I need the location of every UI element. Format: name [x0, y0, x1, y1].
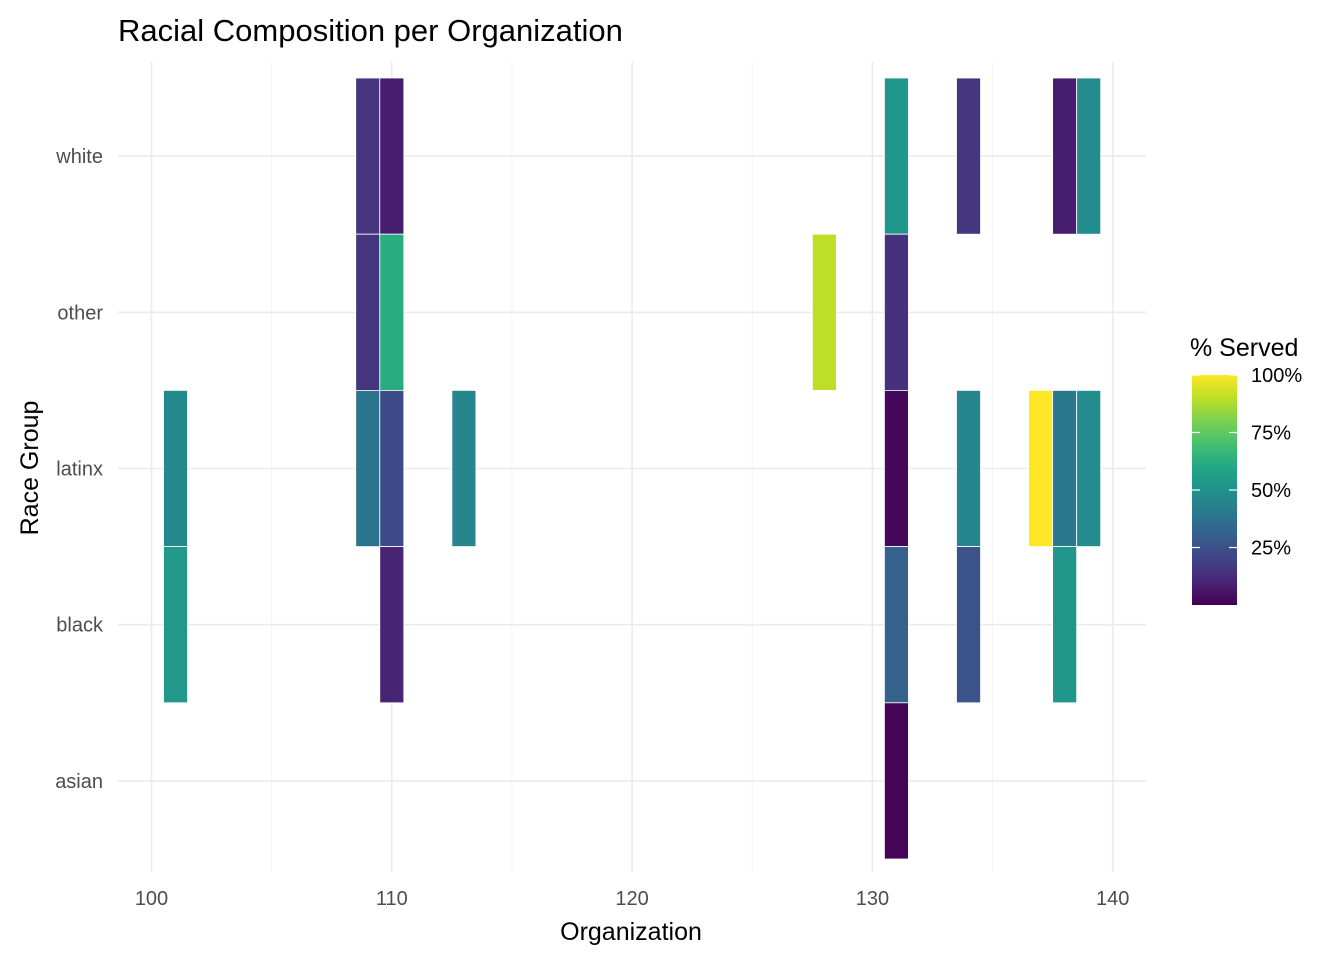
legend-label: 50% — [1251, 480, 1291, 502]
legend-title: % Served — [1190, 334, 1298, 362]
grid-layer — [118, 62, 1146, 872]
heatmap-tile — [379, 389, 405, 547]
legend-label: 25% — [1251, 538, 1291, 560]
heatmap-tile — [355, 389, 381, 547]
heatmap-tile — [163, 389, 188, 547]
heatmap-tile — [956, 77, 981, 235]
x-tick-label: 120 — [615, 888, 648, 910]
legend: % Served 25% 50% 75% 100% — [1190, 334, 1302, 605]
y-tick-label: other — [57, 302, 103, 324]
y-axis-title: Race Group — [16, 401, 44, 536]
x-tick-label: 110 — [376, 888, 408, 910]
x-tick-label: 140 — [1096, 888, 1129, 910]
heatmap-tile — [163, 546, 188, 704]
heatmap-tile — [811, 233, 837, 391]
heatmap-tile — [884, 77, 909, 235]
heatmap-tile — [1028, 389, 1054, 547]
heatmap-tile — [1052, 77, 1078, 235]
y-axis-ticks: asian black latinx other white — [55, 146, 104, 793]
heatmap-tile — [884, 702, 909, 860]
x-axis-ticks: 100 110 120 130 140 — [135, 888, 1130, 910]
heatmap-tile — [884, 389, 909, 547]
chart-title: Racial Composition per Organization — [118, 13, 623, 48]
heatmap-tile — [956, 546, 981, 704]
heatmap-tile — [1052, 546, 1078, 704]
x-axis-title: Organization — [560, 918, 702, 946]
y-tick-label: white — [55, 146, 103, 168]
y-tick-label: latinx — [56, 459, 103, 481]
heatmap-tile — [1076, 389, 1102, 547]
heatmap-tile — [1052, 389, 1078, 547]
heatmap-tile — [355, 77, 381, 235]
legend-label: 75% — [1251, 423, 1291, 445]
y-tick-label: black — [56, 615, 104, 637]
heatmap-tile — [379, 233, 405, 391]
heatmap-tile — [379, 77, 405, 235]
legend-label: 100% — [1251, 365, 1302, 387]
x-tick-label: 130 — [856, 888, 889, 910]
heatmap-tile — [451, 389, 477, 547]
heatmap-tile — [884, 233, 909, 391]
heatmap-tile — [884, 546, 909, 704]
heatmap-tile — [956, 389, 981, 547]
y-tick-label: asian — [55, 771, 103, 793]
heatmap-tile — [355, 233, 381, 391]
legend-ticks: 25% 50% 75% 100% — [1192, 365, 1302, 560]
heatmap-tile — [379, 546, 405, 704]
x-tick-label: 100 — [135, 888, 168, 910]
tile-layer — [163, 77, 1102, 860]
heatmap-tile — [1076, 77, 1102, 235]
